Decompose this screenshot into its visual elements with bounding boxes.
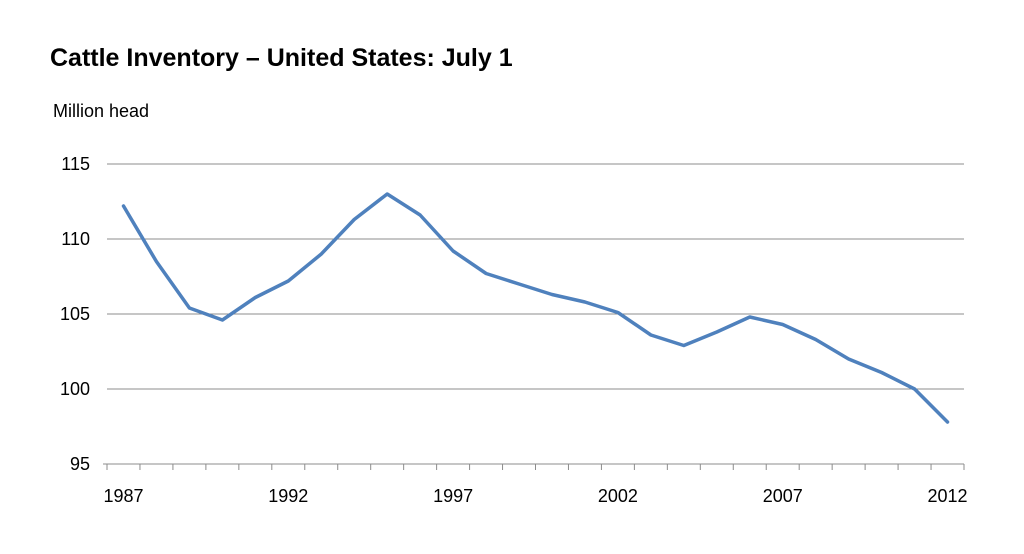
chart-title: Cattle Inventory – United States: July 1 bbox=[50, 44, 513, 72]
y-tick-label: 100 bbox=[60, 379, 90, 399]
y-tick-label: 115 bbox=[61, 154, 90, 174]
y-tick-label: 105 bbox=[60, 304, 90, 324]
x-tick-label: 1997 bbox=[433, 486, 473, 506]
series-layer bbox=[121, 192, 950, 424]
x-tick-labels: 1987 1992 1997 2002 2007 2012 bbox=[103, 486, 967, 506]
y-tick-label: 95 bbox=[70, 454, 90, 474]
x-axis bbox=[103, 463, 965, 470]
y-axis-label: Million head bbox=[53, 101, 150, 121]
y-tick-labels: 95 100 105 110 115 bbox=[60, 154, 90, 474]
y-tick-label: 110 bbox=[61, 229, 90, 249]
series-line bbox=[121, 192, 950, 424]
x-tick-label: 1987 bbox=[103, 486, 143, 506]
x-tick-label: 2007 bbox=[763, 486, 803, 506]
x-tick-label: 1992 bbox=[268, 486, 308, 506]
gridlines bbox=[107, 163, 964, 390]
x-tick-label: 2002 bbox=[598, 486, 638, 506]
x-tick-label: 2012 bbox=[927, 486, 967, 506]
